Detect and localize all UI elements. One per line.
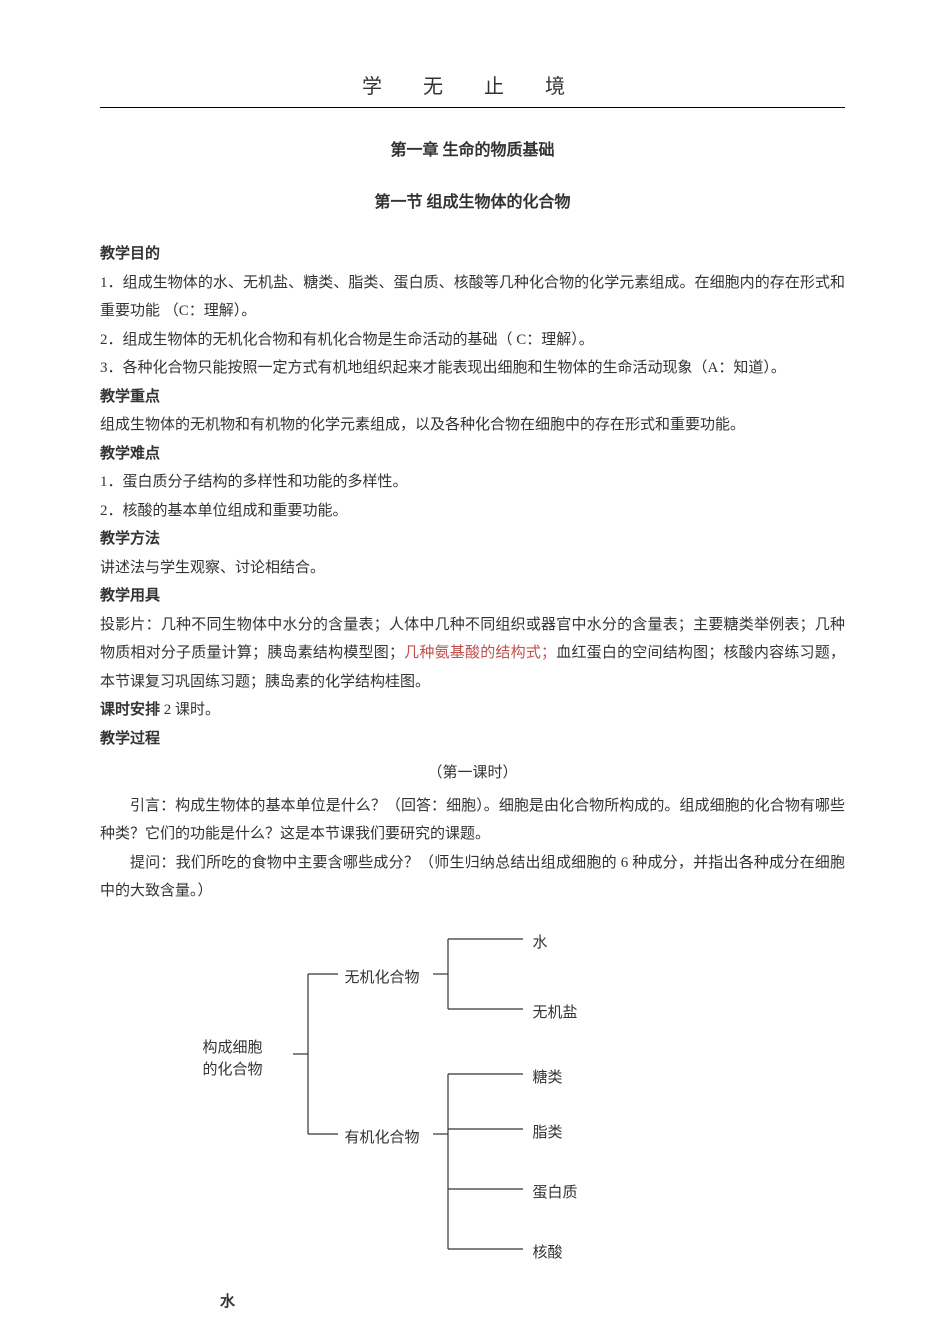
heading-methods: 教学方法 (100, 525, 845, 554)
heading-tools: 教学用具 (100, 582, 845, 611)
node-organic: 有机化合物 (345, 1126, 420, 1147)
process-subtitle: （第一课时） (100, 759, 845, 788)
leaf-salt: 无机盐 (533, 1001, 578, 1022)
tools-highlight: 几种氨基酸的结构式； (404, 645, 556, 661)
tree-diagram: 构成细胞 的化合物 无机化合物 有机化合物 水 无机盐 糖类 脂类 蛋白质 核酸 (193, 914, 753, 1274)
objective-2: 2．组成生物体的无机化合物和有机化合物是生命活动的基础（ C：理解）。 (100, 326, 845, 355)
leaf-acid: 核酸 (533, 1241, 563, 1262)
page-header-motto: 学 无 止 境 (100, 70, 845, 108)
methods-text: 讲述法与学生观察、讨论相结合。 (100, 554, 845, 583)
difficulty-1: 1．蛋白质分子结构的多样性和功能的多样性。 (100, 468, 845, 497)
heading-objectives: 教学目的 (100, 240, 845, 269)
tree-diagram-lines (193, 914, 753, 1274)
objective-1: 1．组成生物体的水、无机盐、糖类、脂类、蛋白质、核酸等几种化合物的化学元素组成。… (100, 269, 845, 326)
heading-schedule: 课时安排 (100, 702, 160, 718)
schedule-row: 课时安排 2 课时。 (100, 696, 845, 725)
keypoints-text: 组成生物体的无机物和有机物的化学元素组成，以及各种化合物在细胞中的存在形式和重要… (100, 411, 845, 440)
heading-difficulties: 教学难点 (100, 440, 845, 469)
leaf-fat: 脂类 (533, 1121, 563, 1142)
heading-process: 教学过程 (100, 725, 845, 754)
node-root-2: 的化合物 (203, 1058, 263, 1079)
leaf-sugar: 糖类 (533, 1066, 563, 1087)
difficulty-2: 2．核酸的基本单位组成和重要功能。 (100, 497, 845, 526)
objective-3: 3．各种化合物只能按照一定方式有机地组织起来才能表现出细胞和生物体的生命活动现象… (100, 354, 845, 383)
footer-heading-water: 水 (220, 1290, 845, 1311)
schedule-text: 2 课时。 (160, 702, 220, 718)
process-p2: 提问：我们所吃的食物中主要含哪些成分？（师生归纳总结出组成细胞的 6 种成分，并… (100, 849, 845, 906)
section-title: 第一节 组成生物体的化合物 (100, 188, 845, 212)
process-p1: 引言：构成生物体的基本单位是什么？（回答：细胞）。细胞是由化合物所构成的。组成细… (100, 792, 845, 849)
leaf-protein: 蛋白质 (533, 1181, 578, 1202)
heading-keypoints: 教学重点 (100, 383, 845, 412)
node-root-1: 构成细胞 (203, 1036, 263, 1057)
leaf-water: 水 (533, 931, 548, 952)
node-inorganic: 无机化合物 (345, 966, 420, 987)
chapter-title: 第一章 生命的物质基础 (100, 136, 845, 160)
tools-text: 投影片：几种不同生物体中水分的含量表；人体中几种不同组织或器官中水分的含量表；主… (100, 611, 845, 697)
